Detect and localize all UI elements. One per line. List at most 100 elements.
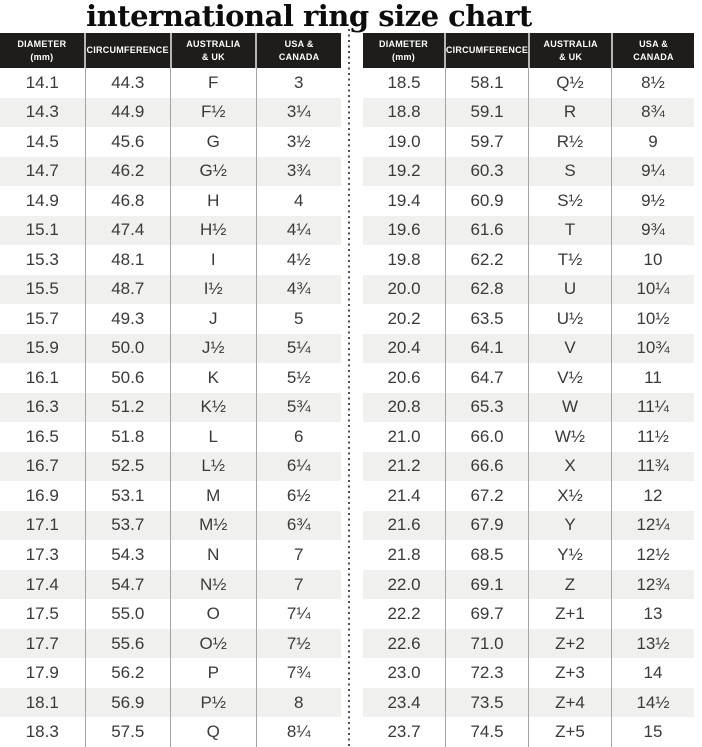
table-cell: 10¼ [611,274,694,305]
table-row: 17.4 54.7 N½ 7 [0,569,342,600]
table-cell: 65.3 [445,392,528,423]
table-cell: 6½ [255,481,342,511]
table-cell: 3 [255,68,342,98]
table-cell: 20.4 [387,338,421,358]
table-cell: 7½ [255,628,342,659]
table-cell: 6¾ [255,510,342,541]
column-header-australia-uk: AUSTRALIA & UK [528,33,612,68]
table-cell: 53.1 [84,481,171,511]
page-title: international ring size chart [86,0,532,33]
table-cell: Z+1 [528,599,611,629]
table-cell: 8 [255,687,342,718]
table-header-row: DIAMETER (mm) CIRCUMFERENCE AUSTRALIA & UK… [363,33,694,68]
table-cell: 51.8 [84,422,171,452]
table-cell: Z [528,569,611,600]
table-cell: 4½ [255,245,342,275]
table-cell: 18.1 [25,692,59,712]
table-cell: 22.0 [387,574,421,594]
table-cell: 6¼ [255,451,342,482]
table-cell: 18.3 [25,722,59,742]
table-row: 17.7 55.6 O½ 7½ [0,628,342,659]
table-cell: 4¼ [255,215,342,246]
table-cell: 17.3 [25,545,59,564]
table-cell: R½ [528,127,611,157]
table-row: 16.1 50.6 K 5½ [0,363,341,393]
table-cell: 58.1 [445,68,528,98]
table-row: 19.2 60.3 S 9¼ [363,156,694,187]
table-row: 21.4 67.2 X½ 12 [363,481,694,511]
table-cell: 15.1 [25,220,59,240]
table-row: 21.8 68.5 Y½ 12½ [363,540,694,570]
table-cell: 8¼ [255,717,342,747]
table-cell: 64.7 [445,363,528,393]
table-body: 14.1 44.3 F 3 14.3 44.9 F½ 3¼ 14.5 45.6 G 3½ 14.7 46.… [0,68,341,747]
table-cell: Z+3 [528,658,611,688]
table-row: 20.8 65.3 W 11¼ [363,392,694,423]
table-cell: J [170,304,256,334]
table-row: 21.0 66.0 W½ 11½ [363,422,694,452]
table-cell: 54.7 [84,569,171,600]
table-cell: Y [528,510,611,541]
table-cell: 7¼ [255,599,342,629]
table-cell: 48.7 [84,274,171,305]
table-cell: O [170,599,256,629]
table-row: 19.0 59.7 R½ 9 [363,127,694,157]
table-cell: 46.2 [84,156,171,187]
table-row: 14.3 44.9 F½ 3¼ [0,97,342,128]
table-cell: 7 [255,569,342,600]
table-cell: 5¼ [255,333,342,364]
table-row: 15.5 48.7 I½ 4¾ [0,274,341,305]
table-cell: 12 [611,481,694,511]
table-cell: 3¼ [255,97,342,128]
table-cell: N [170,540,256,570]
table-cell: 19.6 [387,220,421,240]
table-cell: 12¾ [611,569,694,600]
table-cell: 54.3 [84,540,171,570]
table-cell: 8½ [611,68,694,98]
table-cell: 55.0 [84,599,171,629]
table-cell: Z+4 [528,687,611,718]
column-header-diameter-mm: DIAMETER (mm) [0,33,84,68]
table-cell: T½ [528,245,611,275]
table-cell: 71.0 [445,628,528,659]
table-cell: 15 [611,717,694,747]
table-cell: 15.3 [25,249,59,269]
table-cell: 14 [611,658,694,688]
table-cell: G½ [170,156,256,187]
table-cell: S½ [528,186,611,216]
table-cell: 18.8 [387,102,421,122]
table-cell: X [528,451,611,482]
table-cell: 14.3 [25,102,59,122]
table-cell: 56.2 [84,658,171,688]
table-cell: 13½ [611,628,694,659]
dotted-divider-line [348,29,350,747]
table-row: 17.3 54.3 N 7 [0,540,341,570]
table-row: 18.8 59.1 R 8¾ [363,97,694,128]
table-row: 20.2 63.5 U½ 10½ [363,304,694,334]
table-cell: 19.2 [387,161,421,181]
table-cell: 11¼ [611,392,694,423]
table-cell: P½ [170,687,256,718]
table-cell: 69.1 [445,569,528,600]
table-cell: 47.4 [84,215,171,246]
table-cell: 23.0 [387,663,421,683]
table-row: 14.7 46.2 G½ 3¾ [0,156,341,187]
table-row: 16.5 51.8 L 6 [0,422,341,452]
table-cell: F½ [170,97,256,128]
table-cell: 16.9 [25,485,59,505]
table-cell: J½ [170,333,256,364]
table-cell: 7¾ [255,658,342,688]
table-cell: Y½ [528,540,611,570]
table-cell: 74.5 [445,717,528,747]
table-row: 18.3 57.5 Q 8¼ [0,717,341,747]
table-row: 19.4 60.9 S½ 9½ [363,186,694,216]
table-cell: N½ [170,569,256,600]
table-cell: 14.1 [25,72,59,92]
table-cell: 19.0 [387,131,421,151]
table-row: 19.6 61.6 T 9¾ [363,215,694,246]
table-cell: 9¾ [611,215,694,246]
table-cell: 21.4 [387,485,421,505]
table-row: 22.0 69.1 Z 12¾ [363,569,694,600]
table-cell: 21.8 [387,545,421,564]
table-cell: 20.2 [387,308,421,328]
